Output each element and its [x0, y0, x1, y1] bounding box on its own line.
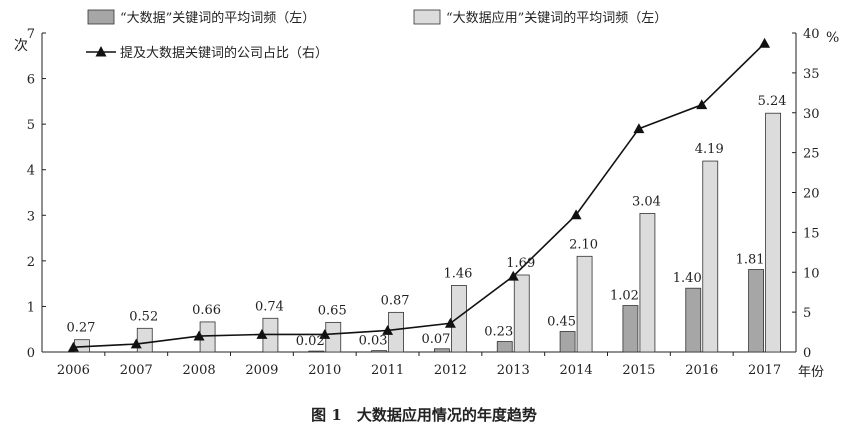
x-tick-label: 2009 — [245, 363, 278, 378]
bar-big-data — [685, 287, 702, 353]
bar-big-data-label: 0.23 — [484, 325, 513, 340]
left-tick-label: 5 — [27, 118, 35, 133]
right-tick-label: 0 — [803, 346, 811, 361]
bar-big-data-application-label: 0.52 — [129, 309, 158, 324]
x-tick-label: 2017 — [748, 363, 781, 378]
left-tick-label: 2 — [27, 255, 35, 270]
legend-label-company-share: 提及大数据关键词的公司占比（右） — [120, 45, 328, 61]
x-tick-label: 2012 — [434, 363, 467, 378]
left-tick-label: 3 — [27, 209, 35, 224]
axes — [41, 33, 797, 353]
bar-big-data-application — [702, 160, 719, 353]
legend: “大数据”关键词的平均词频（左） “大数据应用”关键词的平均词频（左） 提及大数据关… — [86, 9, 667, 61]
legend-marker-company-share — [95, 46, 107, 57]
bar-big-data-application — [451, 285, 467, 353]
triangle-marker — [444, 317, 456, 328]
bar-big-data-application-label: 2.10 — [569, 237, 598, 252]
right-tick-label: 30 — [803, 107, 820, 122]
bar-labels: 0.27 0.52 0.66 0.74 0.02 0.65 0.03 0.87 0.07 1.46… — [66, 94, 786, 349]
triangle-marker — [193, 330, 205, 341]
bar-big-data-application-label: 0.27 — [66, 321, 95, 336]
bar-big-data-label: 1.40 — [673, 271, 702, 286]
bar-big-data-application-label: 0.65 — [318, 303, 347, 318]
bar-big-data-application — [765, 112, 781, 353]
bar-big-data-application-label: 3.04 — [632, 194, 661, 209]
legend-swatch-big-data-application — [413, 9, 441, 25]
x-tick-label: 2011 — [371, 363, 404, 378]
legend-label-big-data-application: “大数据应用”关键词的平均词频（左） — [446, 10, 667, 26]
bar-big-data-label: 0.45 — [547, 314, 576, 329]
left-tick-label: 0 — [27, 346, 35, 361]
legend-swatch-big-data — [87, 9, 115, 25]
triangle-marker — [570, 209, 582, 220]
right-tick-label: 25 — [803, 147, 820, 162]
left-tick-label: 7 — [27, 27, 35, 42]
bar-big-data-application — [136, 327, 153, 353]
bar-big-data — [496, 341, 513, 353]
triangle-marker — [382, 324, 394, 335]
triangle-marker — [633, 123, 645, 134]
right-tick-label: 40 — [803, 27, 820, 42]
bar-big-data-application — [639, 213, 656, 353]
line-series — [67, 37, 771, 352]
bar-big-data-application-label: 1.46 — [443, 266, 472, 281]
triangle-marker — [759, 37, 771, 48]
x-tick-label: 2006 — [57, 363, 90, 378]
legend-label-big-data: “大数据”关键词的平均词频（左） — [120, 10, 315, 26]
bar-big-data-application-label: 0.87 — [381, 293, 410, 308]
x-tick-label: 2010 — [308, 363, 341, 378]
bar-big-data — [308, 350, 325, 353]
bar-big-data-label: 0.03 — [359, 334, 388, 349]
x-tick-label: 2016 — [685, 363, 718, 378]
bar-big-data-label: 1.02 — [610, 289, 639, 304]
right-y-ticks: 0 5 10 15 20 25 30 35 40 — [792, 27, 820, 361]
left-tick-label: 6 — [27, 73, 35, 88]
triangle-marker — [319, 328, 331, 339]
left-y-ticks: 0 1 2 3 4 5 6 7 — [27, 27, 46, 361]
bar-big-data — [622, 305, 639, 353]
bar-big-data-label: 0.07 — [421, 332, 450, 347]
x-tick-label: 2015 — [622, 363, 655, 378]
triangle-marker — [67, 341, 79, 352]
bars — [74, 112, 781, 353]
right-tick-label: 35 — [803, 67, 820, 82]
x-ticks: 2006 2007 2008 2009 2010 2011 2012 2013 2014 2015… — [57, 352, 781, 378]
triangle-marker — [130, 338, 142, 349]
triangle-marker — [256, 328, 268, 339]
right-tick-label: 15 — [803, 226, 820, 241]
right-tick-label: 10 — [803, 266, 820, 281]
y-axis-label-right: % — [826, 30, 839, 46]
x-tick-label: 2013 — [497, 363, 530, 378]
bar-big-data-application-label: 5.24 — [758, 94, 787, 109]
left-tick-label: 1 — [27, 300, 35, 315]
triangle-marker — [696, 99, 708, 110]
bar-big-data-application — [513, 274, 530, 353]
bar-big-data-application-label: 0.74 — [255, 299, 284, 314]
bar-big-data-application-label: 4.19 — [695, 142, 724, 157]
bar-big-data-application-label: 1.69 — [506, 256, 535, 271]
x-tick-label: 2008 — [183, 363, 216, 378]
bar-big-data — [434, 348, 450, 353]
left-tick-label: 4 — [27, 164, 35, 179]
right-tick-label: 5 — [803, 306, 811, 321]
bar-big-data-label: 1.81 — [736, 253, 765, 268]
bar-big-data-label: 0.02 — [296, 334, 325, 349]
x-tick-label: 2014 — [560, 363, 593, 378]
x-axis-label: 年份 — [798, 365, 824, 380]
triangle-marker — [507, 270, 519, 281]
bar-big-data — [748, 269, 764, 353]
x-tick-label: 2007 — [120, 363, 153, 378]
bar-big-data-application-label: 0.66 — [192, 303, 221, 318]
bar-big-data — [559, 331, 576, 353]
bar-big-data — [371, 350, 387, 353]
bar-big-data-application — [576, 255, 593, 353]
company-share-line — [73, 42, 766, 349]
figure-caption: 图 1 大数据应用情况的年度趋势 — [311, 406, 537, 424]
y-axis-label-left: 次 — [14, 38, 28, 54]
right-tick-label: 20 — [803, 187, 820, 202]
